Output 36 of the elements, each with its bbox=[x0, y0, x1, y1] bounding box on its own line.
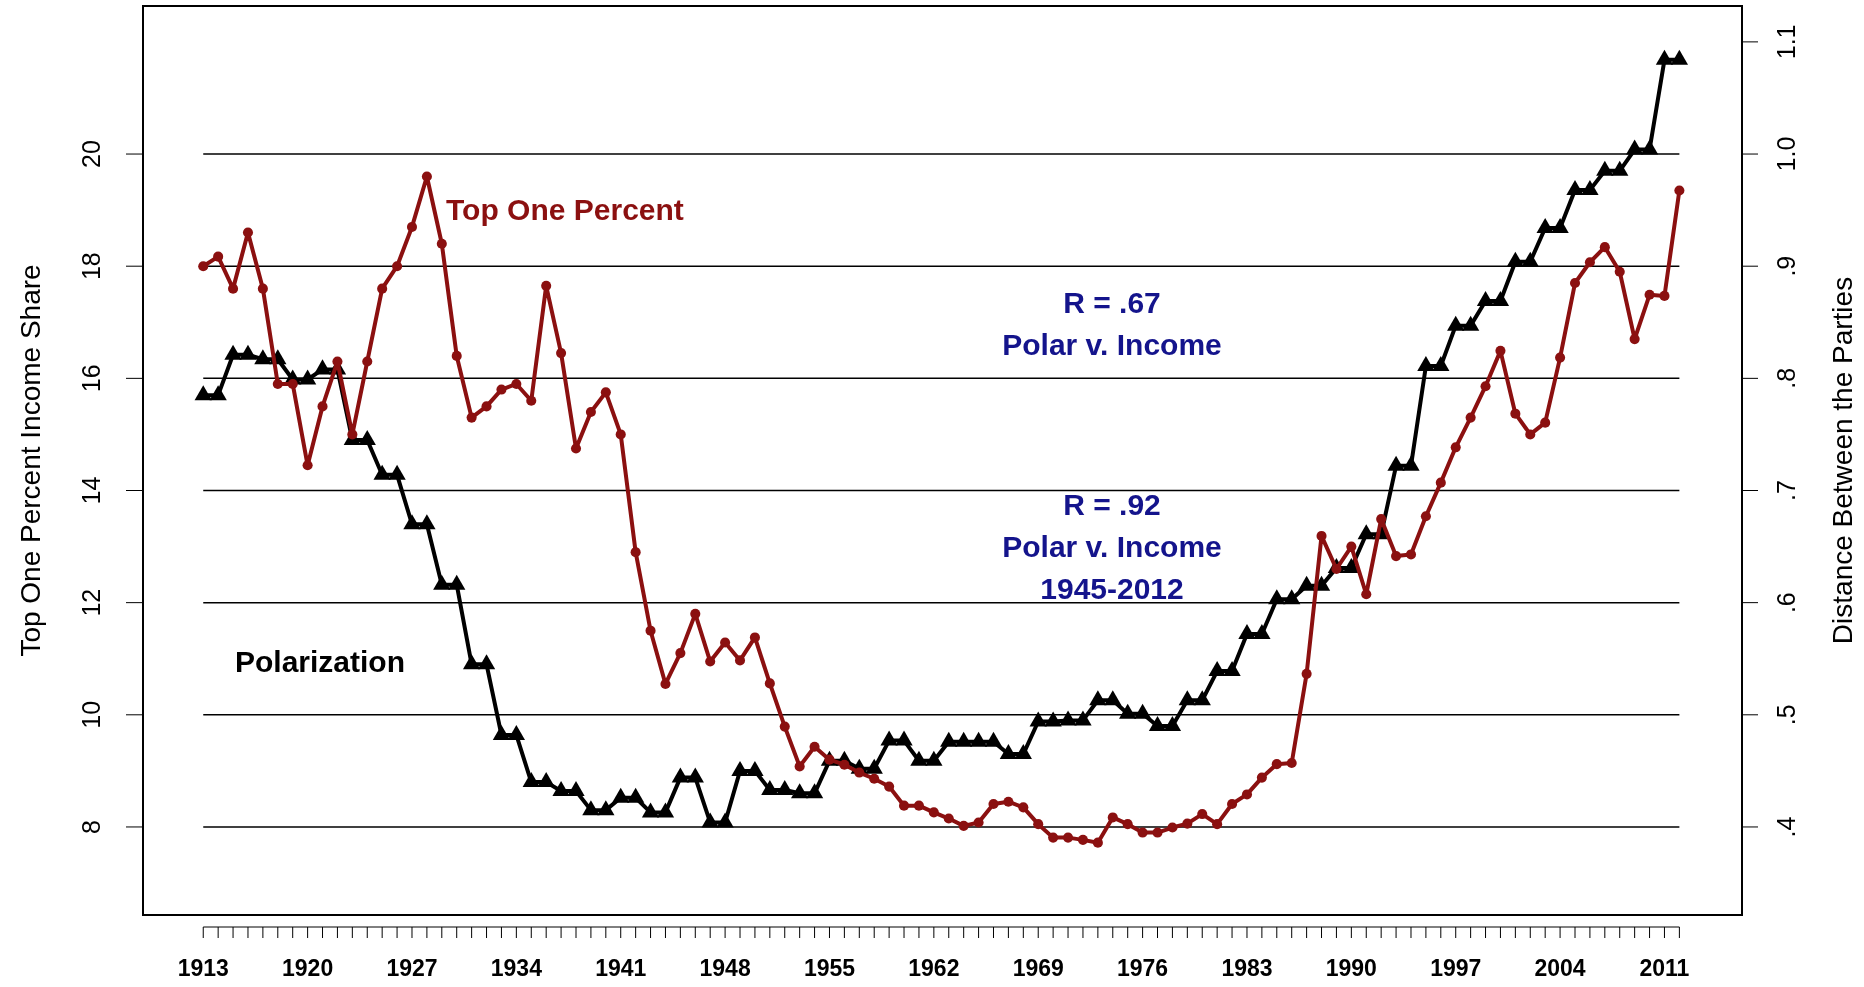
y2-tick-label: .4 bbox=[1772, 816, 1800, 838]
y2-tick-label: .9 bbox=[1772, 255, 1800, 277]
series-label: Top One Percent bbox=[446, 193, 684, 226]
x-tick-label: 1983 bbox=[1221, 955, 1273, 981]
series-label: Polarization bbox=[235, 645, 406, 678]
y2-tick-label: .5 bbox=[1772, 704, 1800, 726]
x-tick-label: 1969 bbox=[1012, 955, 1064, 981]
y2-tick-label: 1.1 bbox=[1772, 24, 1800, 60]
x-tick-label: 1948 bbox=[699, 955, 751, 981]
x-tick-label: 1955 bbox=[803, 955, 856, 981]
y-tick-label: 20 bbox=[77, 140, 105, 168]
x-tick-label: 1934 bbox=[490, 955, 543, 981]
annotation: R = .92 Polar v. Income 1945-2012 bbox=[1002, 488, 1222, 605]
y2-tick-label: .6 bbox=[1772, 592, 1800, 614]
x-tick-label: 2004 bbox=[1534, 955, 1586, 981]
annotation: R = .67 Polar v. Income bbox=[1002, 286, 1222, 361]
x-tick-label: 1927 bbox=[386, 955, 438, 981]
x-tick-label: 2011 bbox=[1639, 955, 1690, 981]
y-tick-label: 12 bbox=[77, 588, 105, 617]
y-tick-label: 16 bbox=[77, 364, 105, 393]
y2-tick-label: .8 bbox=[1772, 367, 1800, 389]
x-tick-label: 1962 bbox=[908, 955, 960, 981]
y-axis-title: Top One Percent Income Share bbox=[15, 264, 46, 657]
y-tick-label: 8 bbox=[77, 820, 105, 834]
x-tick-label: 1990 bbox=[1325, 955, 1377, 981]
x-tick-label: 1913 bbox=[177, 955, 229, 981]
y2-tick-label: .7 bbox=[1772, 480, 1800, 501]
y2-axis-title: Distance Between the Parties bbox=[1827, 276, 1858, 645]
x-tick-label: 1941 bbox=[595, 955, 647, 981]
y2-tick-label: 1.0 bbox=[1772, 136, 1800, 172]
x-tick-label: 1976 bbox=[1117, 955, 1169, 981]
x-tick-label: 1920 bbox=[282, 955, 334, 981]
x-tick-label: 1997 bbox=[1430, 955, 1482, 981]
y-tick-label: 18 bbox=[77, 252, 105, 281]
y-tick-label: 14 bbox=[77, 476, 105, 505]
y-tick-label: 10 bbox=[77, 700, 105, 729]
